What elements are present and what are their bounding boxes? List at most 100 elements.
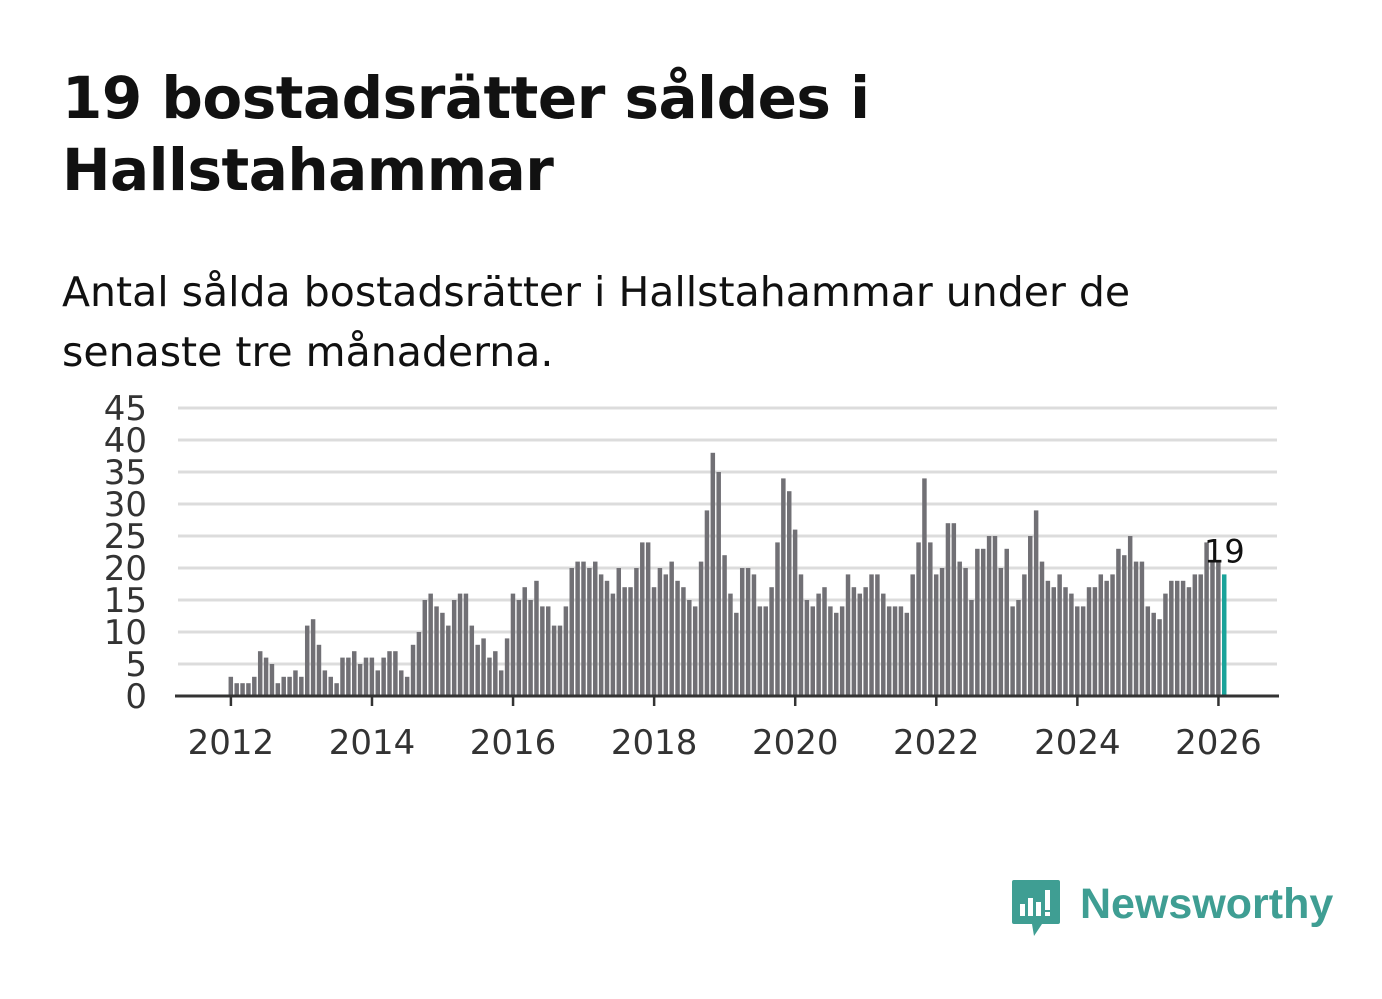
bar-112: [886, 606, 892, 696]
bar-61: [587, 568, 592, 696]
bar-62: [593, 561, 598, 696]
bar-154: [1133, 561, 1139, 696]
bar-68: [628, 587, 633, 696]
bar-83: [716, 472, 721, 696]
bar-64: [604, 580, 610, 696]
bar-65: [610, 593, 616, 696]
bar-78: [687, 600, 692, 696]
bar-48: [510, 593, 516, 696]
bar-140: [1051, 587, 1057, 696]
bar-27: [387, 651, 392, 696]
bar-123: [951, 523, 957, 696]
x-axis-ticks: 2012 2014 2016 2018 2020 2022 2024 2026: [188, 696, 1262, 763]
x-tick-label-2020: 2020: [752, 723, 839, 763]
bar-75: [669, 561, 674, 696]
bar-113: [892, 606, 898, 696]
y-tick-label-10: 10: [104, 613, 147, 653]
bar-152: [1122, 555, 1127, 696]
bar-130: [992, 536, 998, 696]
bar-109: [869, 574, 874, 696]
bar-40: [463, 593, 469, 696]
bar-35: [434, 606, 439, 696]
bar-28: [393, 651, 398, 696]
bar-76: [675, 580, 680, 696]
bar-26: [381, 657, 386, 696]
bar-101: [822, 587, 827, 696]
bar-103: [834, 612, 839, 696]
bar-60: [581, 561, 586, 696]
bar-43: [481, 638, 486, 696]
bar-25: [375, 670, 381, 696]
bar-162: [1180, 580, 1186, 696]
bar-73: [657, 568, 663, 696]
bar-6: [263, 657, 269, 696]
bar-39: [457, 593, 463, 696]
bar-23: [363, 657, 369, 696]
chart-title: 19 bostadsrätter såldes i Hallstahammar: [62, 64, 870, 204]
bar-151: [1116, 548, 1121, 696]
x-tick-label-2026: 2026: [1175, 723, 1262, 763]
bar-52: [534, 580, 539, 696]
bar-117: [916, 542, 921, 696]
bar-156: [1145, 606, 1151, 696]
bar-149: [1104, 580, 1109, 696]
brand-name: Newsworthy: [1080, 880, 1334, 928]
bar-89: [751, 574, 757, 696]
bar-166: [1204, 542, 1209, 696]
bar-74: [663, 574, 669, 696]
newsworthy-logo-icon: [1012, 880, 1060, 936]
bar-34: [428, 593, 433, 696]
bar-105: [845, 574, 851, 696]
bar-3: [246, 683, 251, 696]
y-tick-label-5: 5: [125, 645, 147, 685]
bar-86: [734, 612, 739, 696]
bar-14: [310, 619, 316, 696]
bar-145: [1080, 606, 1086, 696]
bar-158: [1157, 619, 1162, 696]
bar-125: [963, 568, 968, 696]
bar-49: [516, 600, 522, 696]
bar-77: [681, 587, 686, 696]
bar-116: [910, 574, 915, 696]
bar-127: [975, 548, 980, 696]
bar-115: [904, 612, 910, 696]
y-tick-label-35: 35: [104, 453, 147, 493]
bar-141: [1057, 574, 1062, 696]
bar-136: [1028, 536, 1033, 696]
bar-42: [475, 644, 480, 696]
bar-17: [328, 676, 333, 696]
bar-24: [369, 657, 375, 696]
bar-144: [1075, 606, 1080, 696]
bar-91: [763, 606, 768, 696]
bar-37: [446, 625, 451, 696]
bar-163: [1186, 587, 1192, 696]
bar-56: [557, 625, 563, 696]
bar-7: [269, 664, 275, 696]
bar-139: [1045, 580, 1051, 696]
bar-85: [728, 593, 733, 696]
bar-124: [957, 561, 962, 696]
bar-59: [575, 561, 580, 696]
bar-150: [1110, 574, 1115, 696]
bar-72: [651, 587, 657, 696]
bar-36: [440, 612, 445, 696]
bar-159: [1163, 593, 1168, 696]
bar-53: [540, 606, 545, 696]
bar-15: [316, 644, 322, 696]
bar-31: [410, 644, 416, 696]
y-tick-label-45: 45: [104, 389, 147, 429]
bar-133: [1010, 606, 1015, 696]
bar-79: [692, 606, 698, 696]
bar-87: [739, 568, 745, 696]
x-tick-label-2024: 2024: [1034, 723, 1121, 763]
bar-107: [857, 593, 863, 696]
bar-108: [863, 587, 868, 696]
gridlines: [178, 406, 1277, 666]
bar-38: [451, 600, 457, 696]
bar-8: [275, 683, 281, 696]
bar-0: [228, 676, 234, 696]
bar-71: [645, 542, 651, 696]
bar-41: [469, 625, 475, 696]
bar-142: [1063, 587, 1068, 696]
